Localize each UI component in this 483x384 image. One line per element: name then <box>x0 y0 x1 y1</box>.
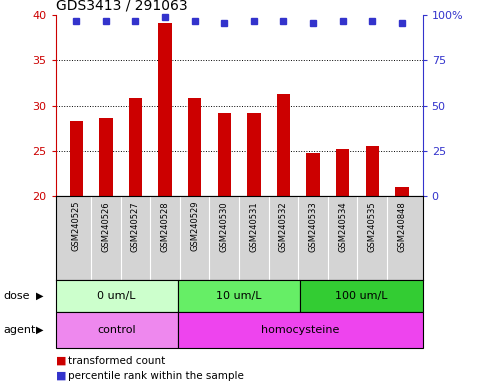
Text: dose: dose <box>3 291 29 301</box>
Text: 100 um/L: 100 um/L <box>335 291 388 301</box>
Bar <box>56 312 178 348</box>
Text: GSM240527: GSM240527 <box>131 201 140 252</box>
Bar <box>158 23 172 196</box>
Text: percentile rank within the sample: percentile rank within the sample <box>68 371 243 381</box>
Bar <box>247 113 260 196</box>
Text: GSM240531: GSM240531 <box>249 201 258 252</box>
Bar <box>56 280 178 312</box>
Bar <box>99 118 113 196</box>
Text: ■: ■ <box>56 371 66 381</box>
Bar <box>300 280 423 312</box>
Text: GDS3413 / 291063: GDS3413 / 291063 <box>56 0 187 13</box>
Bar <box>395 187 409 196</box>
Bar <box>218 113 231 196</box>
Text: ▶: ▶ <box>36 291 43 301</box>
Text: GSM240530: GSM240530 <box>220 201 229 252</box>
Text: homocysteine: homocysteine <box>261 324 340 335</box>
Text: ▶: ▶ <box>36 324 43 335</box>
Text: GSM240526: GSM240526 <box>101 201 111 252</box>
Text: GSM240525: GSM240525 <box>72 201 81 252</box>
Bar <box>188 98 201 196</box>
Bar <box>178 280 300 312</box>
Text: transformed count: transformed count <box>68 356 165 366</box>
Text: control: control <box>98 324 136 335</box>
Bar <box>178 312 423 348</box>
Text: GSM240848: GSM240848 <box>398 201 406 252</box>
Text: GSM240533: GSM240533 <box>309 201 318 252</box>
Bar <box>336 149 349 196</box>
Text: 10 um/L: 10 um/L <box>216 291 262 301</box>
Text: ■: ■ <box>56 356 66 366</box>
Text: GSM240528: GSM240528 <box>160 201 170 252</box>
Text: GSM240535: GSM240535 <box>368 201 377 252</box>
Bar <box>129 98 142 196</box>
Text: GSM240532: GSM240532 <box>279 201 288 252</box>
Text: 0 um/L: 0 um/L <box>98 291 136 301</box>
Bar <box>366 146 379 196</box>
Bar <box>277 94 290 196</box>
Bar <box>306 154 320 196</box>
Text: agent: agent <box>3 324 35 335</box>
Bar <box>70 121 83 196</box>
Text: GSM240529: GSM240529 <box>190 201 199 252</box>
Text: GSM240534: GSM240534 <box>338 201 347 252</box>
